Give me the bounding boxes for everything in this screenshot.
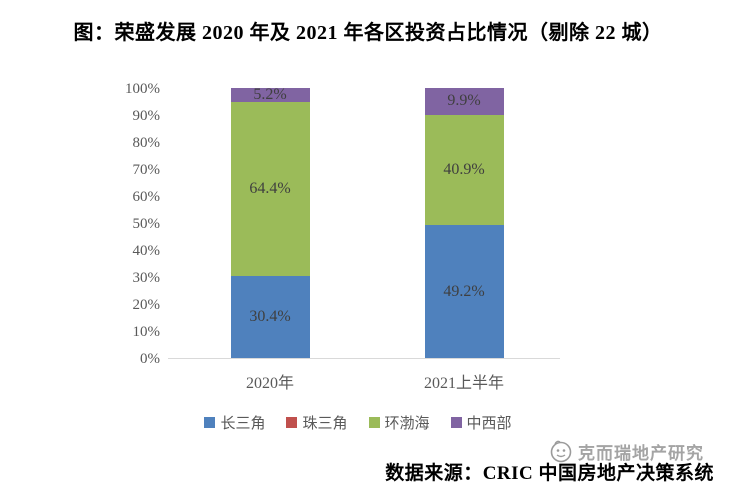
legend-swatch-icon (204, 417, 216, 428)
y-axis-tick-label: 30% (132, 270, 161, 286)
legend-swatch-icon (368, 417, 380, 428)
bar-segment-长三角 (230, 275, 310, 358)
y-axis-tick-label: 60% (132, 189, 161, 205)
plot-area: 0% 10% 20% 30% 40% 50% 60% 70% 80% 90% 100% 30.4% 64… (125, 81, 560, 392)
bar-segment-长三角 (424, 225, 504, 358)
bar-segment-中西部 (424, 88, 504, 115)
legend-item-珠三角: 珠三角 (286, 412, 348, 433)
legend-item-中西部: 中西部 (450, 412, 512, 433)
y-axis-tick-label: 40% (132, 243, 161, 259)
y-axis-tick-label: 10% (132, 324, 161, 340)
bar-value-label: 49.2% (443, 282, 485, 300)
chart-title: 图：荣盛发展 2020 年及 2021 年各区投资占比情况（剔除 22 城） (73, 22, 663, 44)
bar-value-label: 30.4% (249, 307, 291, 325)
y-axis-tick-label: 90% (132, 108, 161, 124)
y-axis-tick-label: 70% (132, 162, 161, 178)
legend-item-长三角: 长三角 (204, 412, 265, 433)
y-axis-tick-label: 100% (125, 81, 160, 97)
y-axis-tick-label: 20% (132, 297, 161, 313)
legend-swatch-icon (450, 417, 462, 428)
y-axis-tick-label: 50% (132, 216, 161, 232)
data-source: 数据来源：CRIC 中国房地产决策系统 (385, 463, 714, 484)
bar-segment-中西部 (230, 88, 310, 103)
legend-item-环渤海: 环渤海 (368, 412, 430, 433)
bar-segment-环渤海 (230, 102, 310, 276)
watermark-text: 克而瑞地产研究 (578, 443, 704, 463)
x-axis-line (168, 358, 560, 359)
legend-swatch-icon (286, 417, 298, 428)
bar-segment-环渤海 (424, 114, 504, 226)
bar-value-label: 64.4% (249, 179, 291, 197)
y-axis-tick-label: 0% (140, 351, 160, 367)
legend-label: 环渤海 (384, 416, 430, 432)
legend-label: 珠三角 (302, 416, 348, 432)
watermark: 克而瑞地产研究 (549, 438, 704, 464)
legend: 长三角 珠三角 环渤海 中西部 (0, 412, 716, 433)
bar-value-label: 9.9% (447, 92, 481, 110)
x-axis-category-label: 2021上半年 (423, 375, 504, 392)
y-axis-tick-label: 80% (132, 135, 161, 151)
legend-label: 长三角 (220, 416, 266, 432)
cric-logo-icon (550, 440, 572, 463)
x-axis-category-label: 2020年 (245, 375, 294, 392)
bar-value-label: 40.9% (443, 160, 485, 178)
legend-label: 中西部 (466, 416, 512, 432)
bar-value-label: 5.2% (253, 86, 287, 104)
